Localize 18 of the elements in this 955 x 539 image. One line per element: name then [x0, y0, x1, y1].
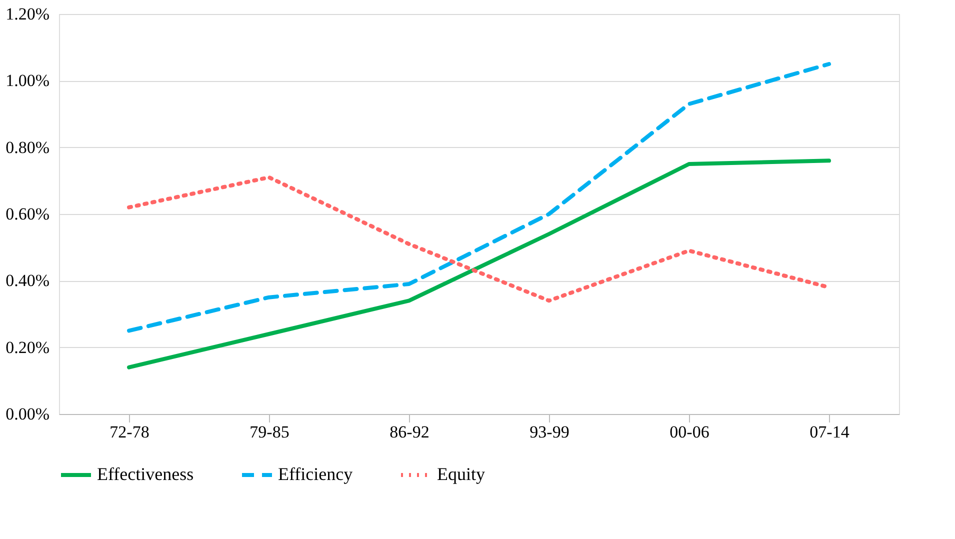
y-tick-label: 1.00%: [6, 71, 50, 90]
y-tick-label: 1.20%: [6, 4, 50, 24]
legend-label: Effectiveness: [97, 464, 194, 484]
y-tick-label: 0.80%: [6, 138, 50, 157]
x-tick-label: 86-92: [390, 422, 430, 442]
x-tick-label: 07-14: [810, 422, 850, 442]
legend-label: Efficiency: [278, 464, 353, 484]
line-series: [127, 158, 831, 370]
x-tick-label: 00-06: [670, 422, 710, 442]
x-tick-label: 93-99: [530, 422, 570, 442]
x-tick-label: 72-78: [110, 422, 150, 442]
x-tick-label: 79-85: [250, 422, 290, 442]
legend-label: Equity: [437, 464, 485, 484]
y-tick-label: 0.40%: [6, 271, 50, 290]
y-tick-label: 0.60%: [6, 204, 50, 224]
y-tick-label: 0.20%: [6, 338, 50, 357]
line-series: [127, 62, 831, 333]
y-tick-label: 0.00%: [6, 404, 50, 424]
